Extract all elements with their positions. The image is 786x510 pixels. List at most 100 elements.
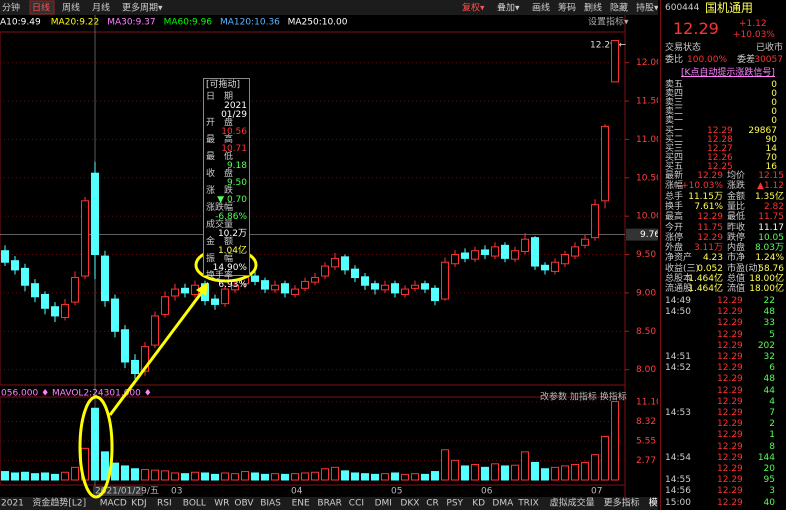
volume-bar [341,470,349,481]
indicator-tab[interactable]: BRAR [317,499,341,509]
candle-body [391,283,399,294]
stat-label: 外盘 [665,243,684,254]
signal-link[interactable]: [K点自动提示涨跌信号] [681,68,775,78]
tick-time: 14:49 [665,296,691,306]
ask-vol: 0 [771,107,777,117]
ask-label: 卖四 [665,89,684,99]
indicator-tab[interactable]: DMA [492,499,514,509]
volume-bar [101,451,109,481]
tool-button[interactable]: 画线 [532,2,550,14]
volume-bar [351,472,359,481]
tool-button[interactable]: 持股▾ [636,2,658,14]
period-tab[interactable]: 日线 [32,2,50,14]
indicator-tab[interactable]: KD [472,499,485,509]
bid-vol: 90 [765,135,777,145]
tick-price: 12.29 [717,475,743,486]
volume-bar [431,471,439,481]
stock-code: 600444 [665,3,700,13]
y-tick-label: 11.00 [636,135,658,145]
candle-body [561,254,569,265]
volume-links[interactable]: 改参数 加指标 换指标 [540,391,627,403]
indicator-tab[interactable]: BOLL [183,499,206,509]
indicator-tab[interactable]: BIAS [260,499,281,509]
indicator-tab[interactable]: 资金趋势[L2] [32,497,86,509]
stat-label: 涨停 [665,232,684,243]
period-tab[interactable]: 更多周期▾ [122,2,163,14]
candle-body [581,238,589,246]
volume-bar [611,401,619,481]
tool-button[interactable]: 叠加▾ [497,3,520,14]
indicator-tab[interactable]: CCI [349,499,364,509]
volume-bar [231,473,239,481]
indicator-tab[interactable]: TRIX [517,499,539,509]
period-tab[interactable]: 分钟 [2,2,20,14]
stat-label: 总值 [727,274,746,284]
indicator-tab[interactable]: KDJ [131,499,147,509]
indicator-tab[interactable]: 2021 [1,499,24,509]
indicator-tab[interactable]: OBV [234,499,254,509]
candle-body [21,267,29,286]
candle-body [251,275,259,282]
stat-value: 11.75 [758,212,784,223]
tooltip-value: 9.18 [226,161,247,171]
stat-label: 涨幅 [665,181,684,192]
tool-button[interactable]: 隐藏 [610,2,628,14]
volume-bar [181,473,189,481]
settings-link[interactable]: 设置指标▾ [588,16,629,28]
indicator-tab[interactable]: WR [214,499,229,509]
candle-body [11,260,19,271]
tick-price: 12.29 [717,430,743,441]
volume-bar [391,472,399,481]
indicator-tab[interactable]: RSI [157,499,172,509]
candle-body [141,346,149,372]
ma-legend: A10:9.49 [0,18,41,28]
volume-legend: 056.000 ♦ MAVOL2:24301.000 ♦ [1,389,152,399]
indicator-tab[interactable]: DMI [375,499,392,509]
indicator-tab[interactable]: PSY [446,499,463,509]
tick-price: 12.29 [717,486,743,497]
stat-value: 12.29 [697,171,723,181]
volume-bar [171,472,179,481]
indicator-tab[interactable]: MACD [100,499,127,509]
indicator-tab[interactable]: 更多指标 [604,497,640,509]
tooltip-value: 10.2万 [217,229,247,239]
tool-button[interactable]: 复权▾ [462,2,485,14]
candle-body [71,277,79,303]
volume-bar [291,473,299,481]
tooltip-value: 6.93% [218,280,247,290]
stat-value: 12.29 [697,212,723,223]
tick-time: 14:51 [665,352,691,362]
bid-vol: 14 [765,144,777,154]
tool-button[interactable]: 删线 [584,2,602,14]
indicator-tab[interactable]: DKX [400,499,419,509]
indicator-tab[interactable]: CR [426,499,439,509]
ask-label: 卖一 [665,116,684,126]
ratio: 100.00% [687,55,728,65]
tool-button[interactable]: 筹码 [558,2,576,14]
tooltip[interactable]: [可拖动] 日 期 2021 01/29 开 盘 10.56 最 高 10.71 最 低 9.1… [203,78,250,290]
period-tab[interactable]: 周线 [62,2,80,14]
y-tick-label: 11.50 [636,97,658,107]
candle-body [421,283,429,290]
highlight-ellipse [78,395,114,499]
stat-label: 涨跌 [727,181,746,192]
volume-bar [601,435,609,481]
candle-body [271,284,279,291]
candle-body [171,288,179,297]
ratio-label: 委比 [665,55,684,65]
y-tick-label: 9.00 [636,288,656,298]
tooltip-label: 金 额 [206,237,234,247]
tooltip-value: 2021 01/29 [221,101,247,120]
period-tab[interactable]: 月线 [92,2,110,14]
candle-body [131,359,139,374]
indicator-tab[interactable]: 模板 [649,497,658,509]
indicator-tab[interactable]: 虚拟成交量 [550,497,595,509]
candle-body [361,276,369,286]
indicator-tab[interactable]: ENE [292,499,310,509]
volume-bar [211,473,219,481]
candle-body [611,39,619,83]
volume-bar [531,461,539,481]
volume-bar [71,466,79,481]
bid-label: 买五 [665,162,684,172]
tooltip-label: 最 高 [206,135,234,145]
